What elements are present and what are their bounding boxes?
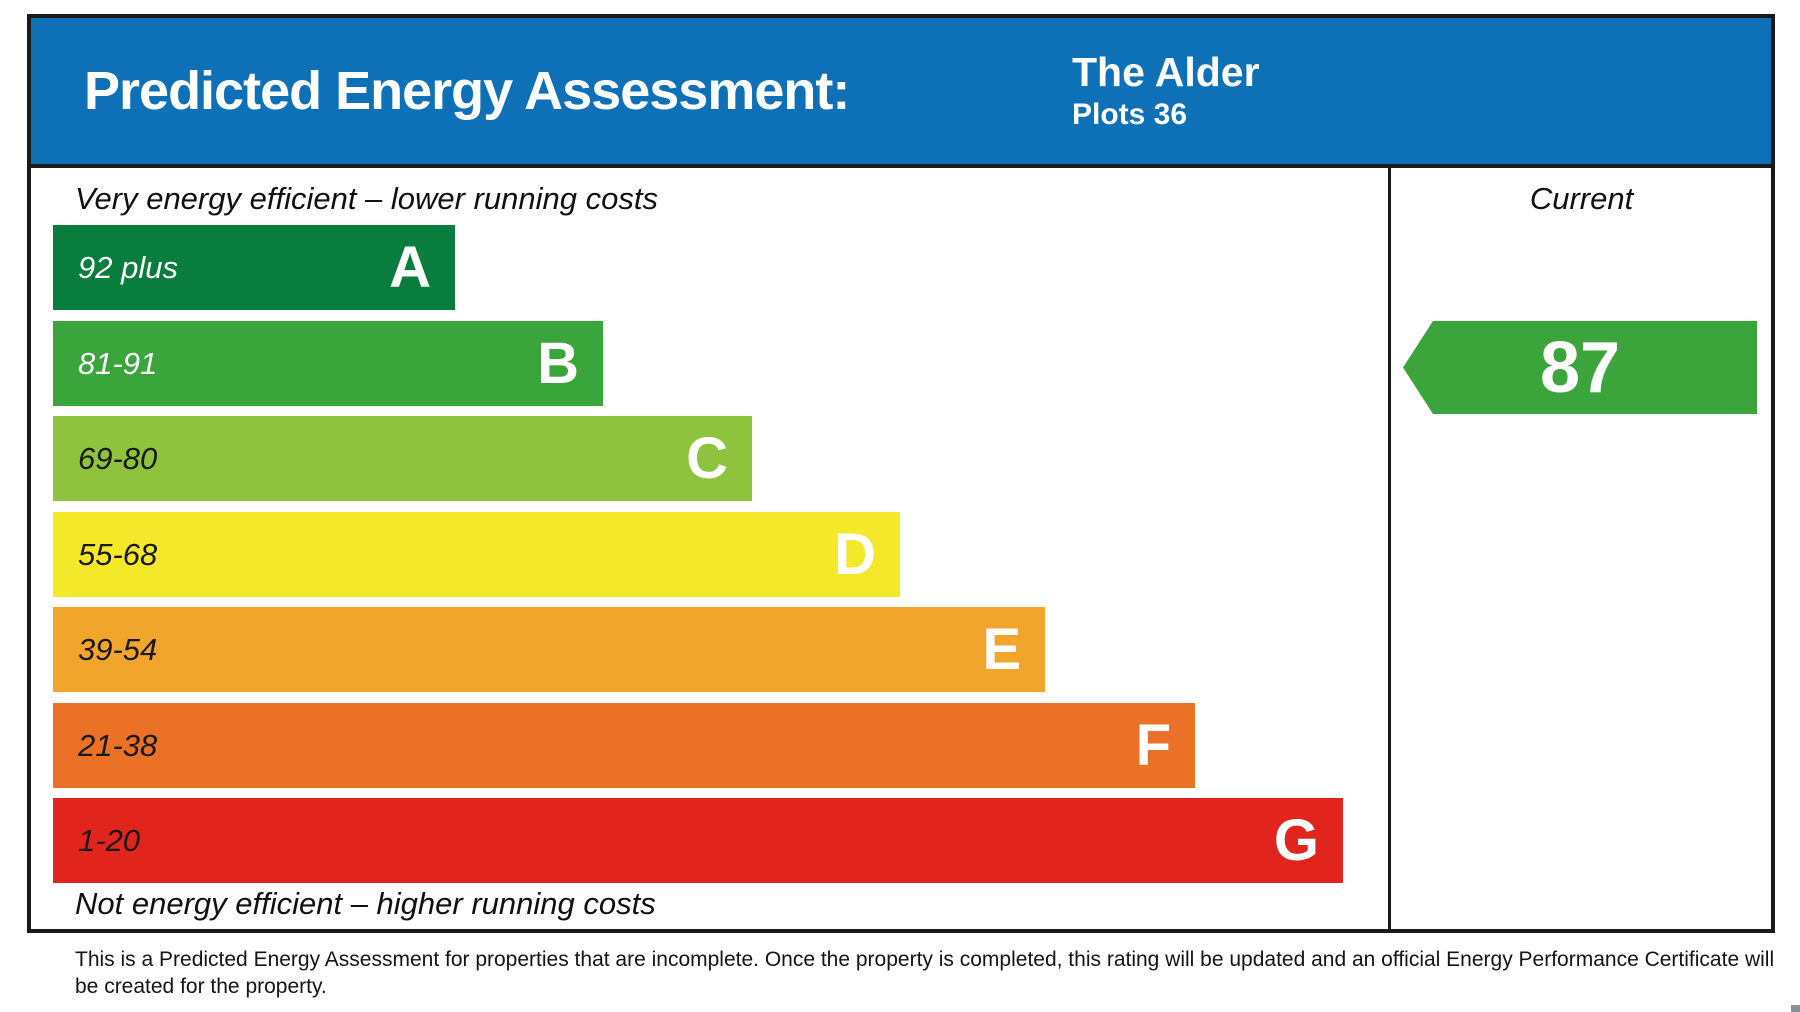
band-letter: B <box>537 330 579 396</box>
band-row-f: 21-38 F <box>53 703 1195 788</box>
header-bar: Predicted Energy Assessment: The Alder P… <box>31 18 1771 168</box>
band-range-label: 69-80 <box>78 441 158 476</box>
page-title: Predicted Energy Assessment: <box>84 61 850 121</box>
band-range-label: 21-38 <box>78 728 158 763</box>
top-caption: Very energy efficient – lower running co… <box>75 181 658 216</box>
band-range-label: 39-54 <box>78 632 158 667</box>
band-range-label: 1-20 <box>78 823 141 858</box>
band-letter: C <box>686 425 728 491</box>
plot-number: Plots 36 <box>1072 98 1188 131</box>
band-letter: F <box>1135 712 1171 778</box>
band-range-label: 92 plus <box>78 250 178 285</box>
current-rating-value: 87 <box>1539 327 1621 408</box>
band-range-label: 55-68 <box>78 537 158 572</box>
footer-disclaimer: This is a Predicted Energy Assessment fo… <box>75 948 1775 998</box>
band-range-label: 81-91 <box>78 346 158 381</box>
band-letter: E <box>982 616 1021 682</box>
band-letter: G <box>1273 807 1319 873</box>
bottom-caption: Not energy efficient – higher running co… <box>75 886 656 921</box>
band-row-e: 39-54 E <box>53 607 1045 692</box>
band-letter: D <box>834 521 876 587</box>
corner-artifact <box>1791 1005 1800 1012</box>
band-row-b: 81-91 B <box>53 321 603 406</box>
band-row-g: 1-20 G <box>53 798 1343 883</box>
property-block: The Alder Plots 36 <box>1072 18 1260 164</box>
current-column-heading: Current <box>1529 181 1634 216</box>
column-divider <box>1388 168 1391 933</box>
band-letter: A <box>389 234 431 300</box>
band-row-a: 92 plus A <box>53 225 455 310</box>
current-rating-arrow: 87 <box>1403 321 1757 414</box>
property-name: The Alder <box>1072 49 1260 95</box>
band-row-d: 55-68 D <box>53 512 900 597</box>
band-row-c: 69-80 C <box>53 416 752 501</box>
